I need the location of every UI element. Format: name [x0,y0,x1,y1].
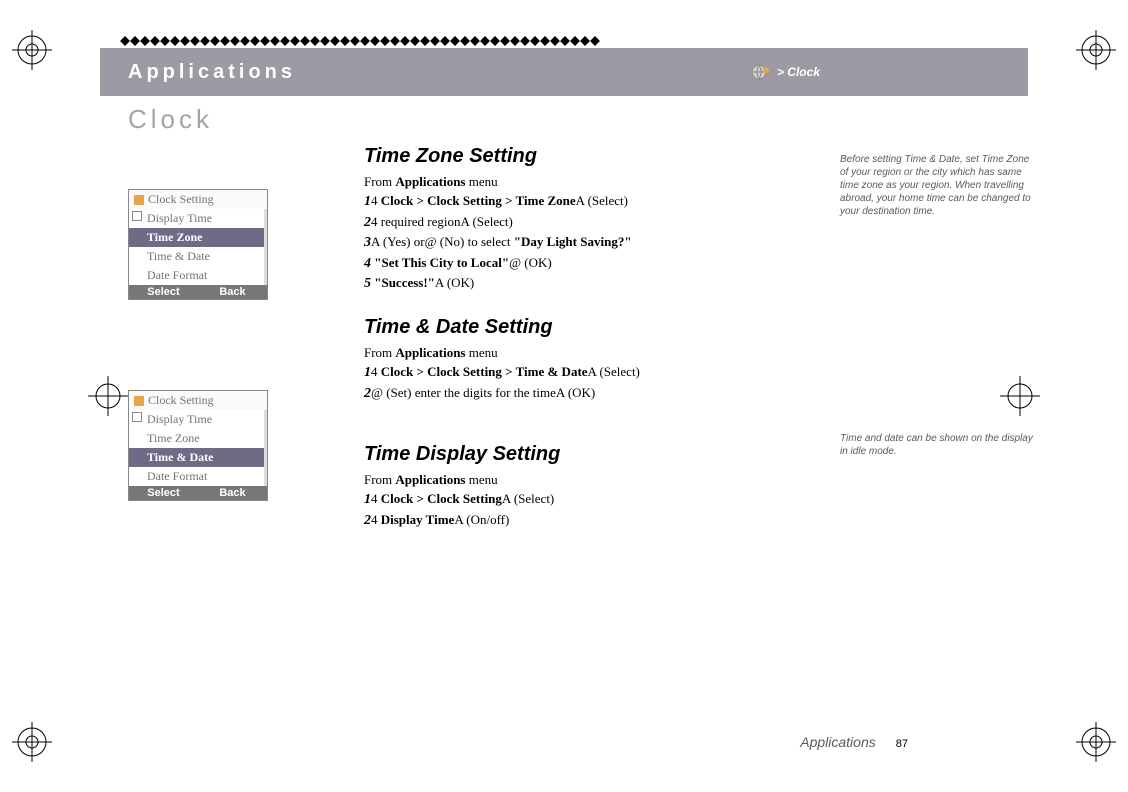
setting-heading: Time Display Setting [364,443,834,466]
globe-icon [751,62,771,82]
notes-column: Before setting Time & Date, set Time Zon… [840,145,1040,658]
instructions-column: Time Zone Setting From Applications menu… [364,145,834,658]
step: 24 required regionA (Select) [364,213,834,233]
step: 4 "Set This City to Local"@ (OK) [364,254,834,274]
from-line: From Applications menu [364,174,834,190]
breadcrumb-text: > Clock [777,65,820,79]
breadcrumb: > Clock [751,62,820,82]
header-title: Applications [128,61,296,84]
decorative-border [120,36,1028,46]
step: 5 "Success!"A (OK) [364,274,834,294]
timedisplay-setting-block: Time Display Setting From Applications m… [364,443,834,530]
page-number: 87 [896,738,908,750]
phone-screen-timedate: Clock SettingDisplay TimeTime ZoneTime &… [128,390,268,501]
from-line: From Applications menu [364,472,834,488]
footer-label: Applications [800,734,876,750]
setting-heading: Time Zone Setting [364,145,834,168]
note-timedisplay: Time and date can be shown on the displa… [840,418,1040,458]
header-bar: Applications > Clock [100,48,1028,96]
step: 2@ (Set) enter the digits for the timeA … [364,384,834,404]
step: 14 Clock > Clock Setting > Time & DateA … [364,363,834,383]
step: 3A (Yes) or@ (No) to select "Day Light S… [364,233,834,253]
phone-screenshots: Clock SettingDisplay TimeTime ZoneTime &… [128,145,358,658]
step: 24 Display TimeA (On/off) [364,511,834,531]
step: 14 Clock > Clock Setting > Time ZoneA (S… [364,192,834,212]
phone-screen-timezone: Clock SettingDisplay TimeTime ZoneTime &… [128,189,268,300]
note-timezone: Before setting Time & Date, set Time Zon… [840,145,1040,218]
timedate-setting-block: Time & Date Setting From Applications me… [364,316,834,403]
section-title: Clock [128,104,1028,135]
from-line: From Applications menu [364,345,834,361]
setting-heading: Time & Date Setting [364,316,834,339]
step: 14 Clock > Clock SettingA (Select) [364,490,834,510]
timezone-setting-block: Time Zone Setting From Applications menu… [364,145,834,294]
footer: Applications 87 [800,734,908,750]
